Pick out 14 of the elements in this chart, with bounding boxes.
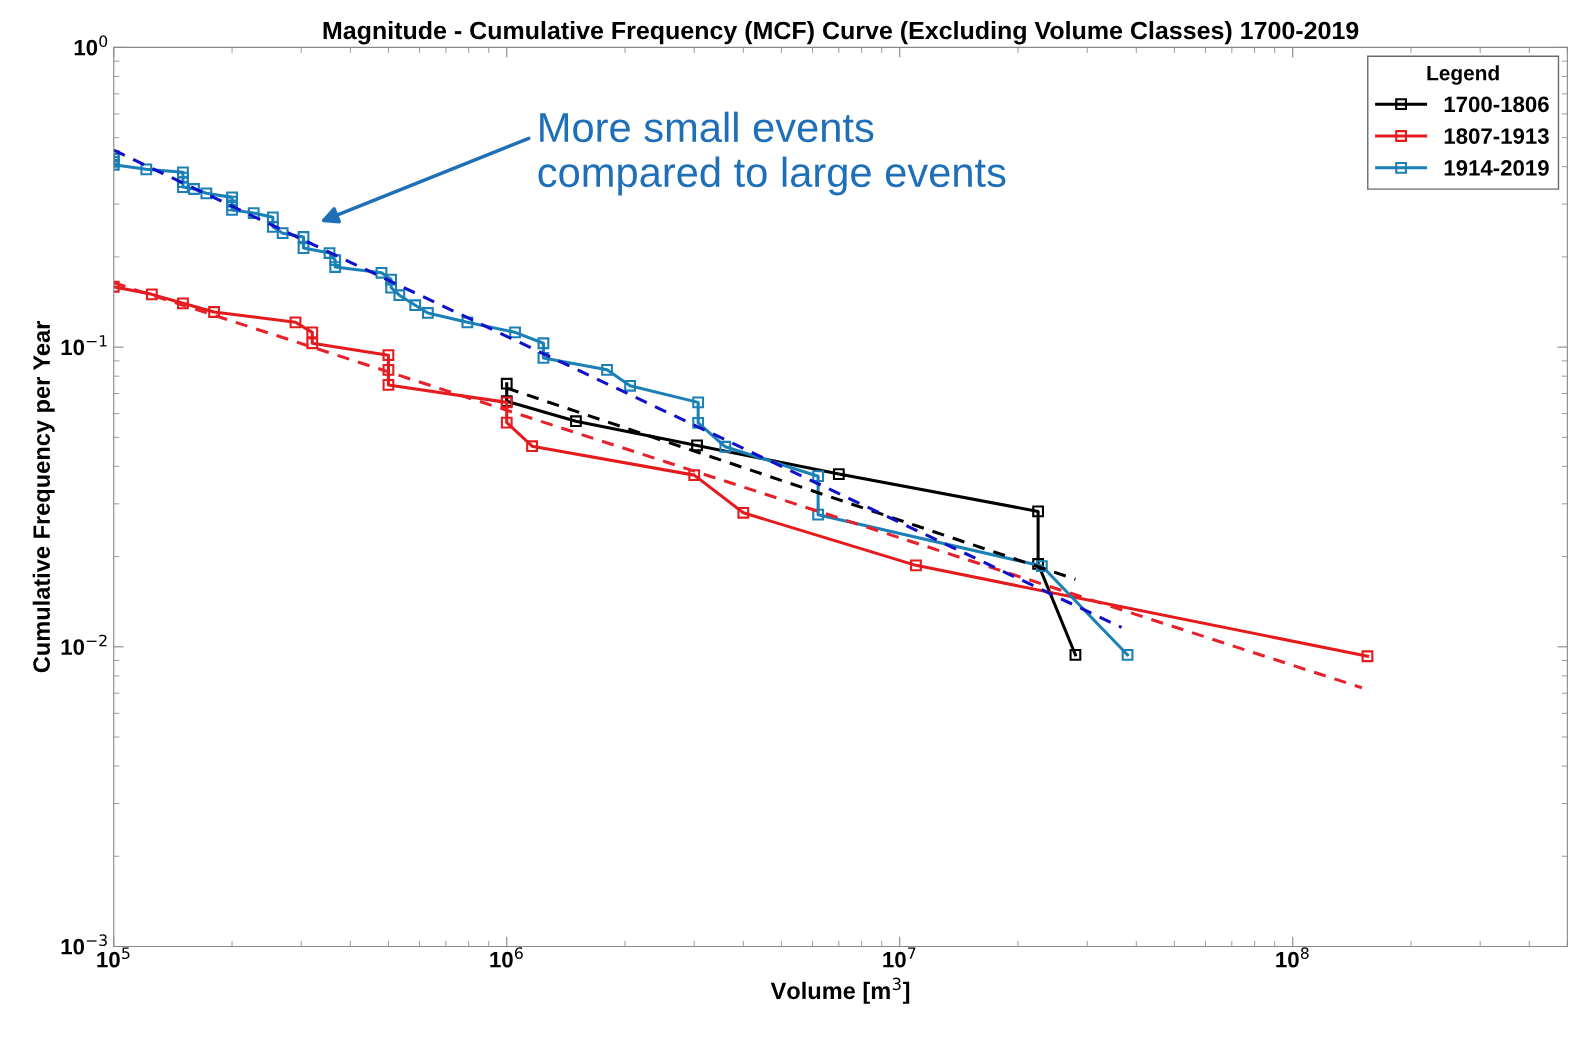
annotation: More small events compared to large events xyxy=(538,111,1006,196)
y-tick-label: 10$^{−2}$ xyxy=(61,634,107,655)
x-tick-label: 10$^{6}$ xyxy=(490,947,523,968)
legend-label: 1700-1806 xyxy=(1444,96,1549,113)
x-tick-label: 10$^{7}$ xyxy=(883,947,916,968)
legend-label: 1914-2019 xyxy=(1444,160,1549,176)
y-axis-title: Cumulative Frequency per Year xyxy=(32,321,55,673)
y-tick-label: 10$^{−1}$ xyxy=(61,335,107,356)
chart-title: Magnitude - Cumulative Frequency (MCF) Curve (Excluding Volume Classes) 1700-2019 xyxy=(323,20,1359,45)
legend-title: Legend xyxy=(1427,65,1499,85)
x-axis-title: Volume [m$^{3}$] xyxy=(770,977,910,1004)
legend-label: 1807-1913 xyxy=(1444,128,1549,145)
y-tick-label: 10$^{0}$ xyxy=(74,35,108,56)
x-tick-label: 10$^{8}$ xyxy=(1276,947,1309,968)
